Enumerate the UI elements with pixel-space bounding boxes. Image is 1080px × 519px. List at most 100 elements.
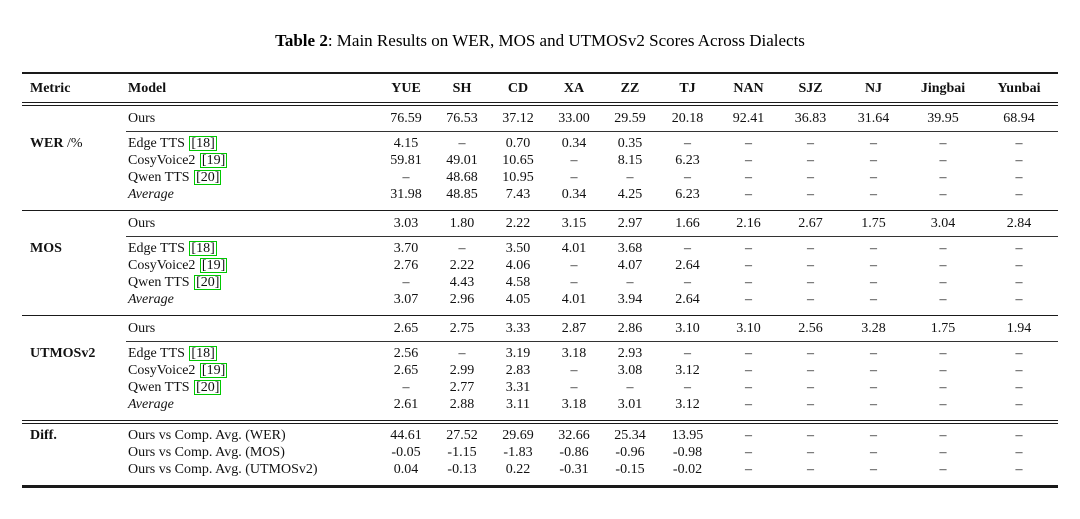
value-cell-tj: 6.23: [675, 187, 700, 202]
value-cell-sh: 2.96: [449, 292, 475, 307]
value-cell-yue: 3.03: [378, 210, 434, 237]
value-cell-yue: 2.56: [393, 346, 419, 361]
caption-label: Table 2: [275, 31, 328, 50]
value-cell-tj: 1.66: [658, 210, 717, 237]
value-cell-jingbai: 3.04: [906, 210, 980, 237]
metric-label-utmosv2: UTMOSv2: [22, 342, 126, 423]
value-cell-cd: 2.22: [490, 210, 546, 237]
value-cell-jingbai: –: [939, 292, 947, 307]
value-cell-zz: 2.93: [617, 346, 643, 361]
metric-label-bold: MOS: [30, 240, 62, 256]
citation-link[interactable]: [19]: [199, 258, 228, 273]
value-cell-yue: 3.70: [393, 241, 419, 256]
citation-link[interactable]: [19]: [199, 153, 228, 168]
value-cell-cd: 3.33: [490, 315, 546, 342]
row-wer-3: Average 31.98 48.85 7.43 0.34 4.25 6.23 – – – – –: [22, 186, 1058, 211]
value-cell-zz: 0.35: [617, 136, 643, 151]
row-mos-2: Qwen TTS [20] – 4.43 4.58 – – – – – – – –: [22, 274, 1058, 291]
value-cell-zz: 4.25: [617, 187, 643, 202]
value-cell-sh: 4.43: [449, 275, 475, 290]
value-cell-yunbai: –: [1015, 153, 1023, 168]
value-cell-yunbai: –: [1015, 136, 1023, 151]
value-cell-nj: –: [870, 153, 877, 168]
citation-link[interactable]: [18]: [189, 241, 217, 256]
model-cell-ours: Ours: [126, 210, 378, 237]
column-header-model: Model: [126, 73, 378, 106]
value-cell-sjz: –: [807, 380, 814, 395]
model-cell: Edge TTS [18]: [128, 241, 217, 256]
table-caption: Table 2: Main Results on WER, MOS and UT…: [0, 30, 1080, 52]
value-cell-jingbai: –: [939, 346, 947, 361]
citation-link[interactable]: [18]: [189, 136, 217, 151]
value-cell-nan: –: [745, 346, 752, 361]
value-cell-sh: 48.68: [446, 170, 478, 185]
value-cell-sjz: –: [807, 397, 814, 412]
row-mos-0: MOS Edge TTS [18] 3.70 – 3.50 4.01 3.68 – – – – – –: [22, 237, 1058, 258]
value-cell-zz: 29.59: [602, 104, 658, 132]
value-cell-nan: 92.41: [717, 104, 780, 132]
value-cell-nan: –: [745, 445, 752, 460]
value-cell-sjz: –: [807, 346, 814, 361]
value-cell-sh: 48.85: [446, 187, 478, 202]
value-cell-xa: 0.34: [561, 136, 587, 151]
row-diff-2: Ours vs Comp. Avg. (UTMOSv2) 0.04 -0.13 0.2…: [22, 461, 1058, 487]
value-cell-tj: -0.98: [672, 445, 703, 460]
column-header-sjz: SJZ: [780, 73, 841, 106]
citation-link[interactable]: [19]: [199, 363, 228, 378]
value-cell-jingbai: –: [939, 380, 947, 395]
value-cell-xa: 33.00: [546, 104, 602, 132]
value-cell-yunbai: –: [1015, 275, 1023, 290]
metric-label-bold: WER: [30, 135, 64, 151]
value-cell-sh: –: [458, 136, 466, 151]
value-cell-zz: –: [626, 380, 634, 395]
citation-link[interactable]: [20]: [194, 275, 222, 290]
citation-link[interactable]: [18]: [189, 346, 217, 361]
row-wer-0: WER /% Edge TTS [18] 4.15 – 0.70 0.34 0.35 – – – –…: [22, 132, 1058, 153]
value-cell-nan: –: [745, 397, 752, 412]
model-cell: CosyVoice2 [19]: [128, 153, 228, 168]
value-cell-nj: –: [870, 292, 877, 307]
value-cell-yunbai: –: [1015, 170, 1023, 185]
value-cell-yue: –: [402, 170, 410, 185]
value-cell-cd: 10.65: [502, 153, 534, 168]
value-cell-xa: 3.15: [546, 210, 602, 237]
value-cell-xa: 3.18: [561, 397, 587, 412]
value-cell-nj: –: [870, 136, 877, 151]
value-cell-xa: –: [570, 363, 578, 378]
value-cell-zz: 3.08: [617, 363, 643, 378]
value-cell-cd: 0.70: [505, 136, 531, 151]
row-utmosv2-3: Average 2.61 2.88 3.11 3.18 3.01 3.12 – – – – –: [22, 396, 1058, 422]
column-header-jingbai: Jingbai: [906, 73, 980, 106]
value-cell-sh: 76.53: [434, 104, 490, 132]
value-cell-jingbai: 39.95: [906, 104, 980, 132]
value-cell-nj: –: [870, 275, 877, 290]
value-cell-jingbai: –: [939, 363, 947, 378]
value-cell-zz: 3.94: [617, 292, 643, 307]
value-cell-sh: 1.80: [434, 210, 490, 237]
value-cell-sjz: –: [807, 241, 814, 256]
value-cell-tj: –: [684, 170, 691, 185]
model-cell: Qwen TTS [20]: [128, 170, 222, 185]
value-cell-cd: 10.95: [502, 170, 534, 185]
citation-link[interactable]: [20]: [194, 380, 222, 395]
value-cell-tj: 3.12: [675, 363, 700, 378]
value-cell-cd: 2.83: [505, 363, 531, 378]
value-cell-nan: –: [745, 187, 752, 202]
column-header-tj: TJ: [658, 73, 717, 106]
section-wer: Ours 76.59 76.53 37.12 33.00 29.59 20.18 92.41 3…: [22, 104, 1058, 211]
citation-link[interactable]: [20]: [194, 170, 222, 185]
value-cell-cd: 4.06: [505, 258, 531, 273]
value-cell-yue: 76.59: [378, 104, 434, 132]
value-cell-yue: 2.61: [393, 397, 419, 412]
value-cell-zz: 4.07: [617, 258, 643, 273]
value-cell-zz: –: [626, 275, 634, 290]
row-mos-3: Average 3.07 2.96 4.05 4.01 3.94 2.64 – – – – –: [22, 291, 1058, 316]
caption-text: : Main Results on WER, MOS and UTMOSv2 S…: [327, 31, 805, 50]
column-header-metric: Metric: [22, 73, 126, 106]
value-cell-nan: –: [745, 241, 752, 256]
column-header-yue: YUE: [378, 73, 434, 106]
value-cell-zz: 25.34: [602, 420, 658, 444]
value-cell-nan: 3.10: [717, 315, 780, 342]
model-cell: CosyVoice2 [19]: [128, 258, 228, 273]
value-cell-sh: 49.01: [446, 153, 478, 168]
